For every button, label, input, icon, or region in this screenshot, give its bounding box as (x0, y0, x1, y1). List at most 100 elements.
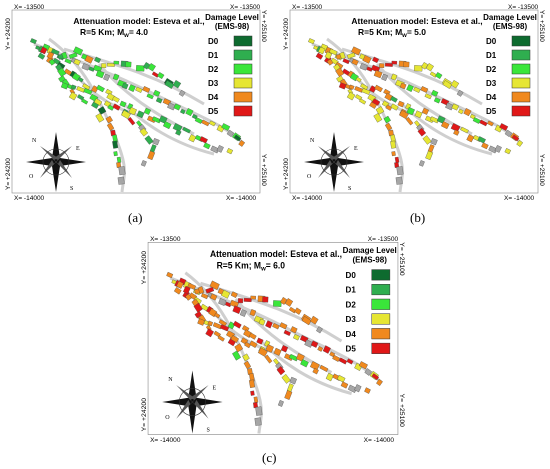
legend-label-d2: D2 (208, 65, 219, 74)
building-block (233, 134, 242, 142)
map-b-coord-top-right: X= -13500 (508, 4, 539, 11)
building-block (359, 63, 368, 71)
legend-swatch-d0 (511, 35, 531, 47)
building-block (217, 335, 225, 342)
building-block (209, 293, 218, 301)
building-block (81, 98, 89, 105)
legend-label-d4: D4 (346, 330, 357, 339)
building-block (152, 138, 160, 146)
map-b-compass-s: S (348, 186, 351, 192)
legend-label-d0: D0 (486, 37, 497, 46)
building-block (361, 87, 371, 95)
building-block (366, 66, 373, 72)
building-block (479, 119, 488, 127)
building-block (265, 320, 273, 329)
map-c-coord-left-top: Y= +24200 (141, 251, 148, 285)
building-block (257, 347, 268, 357)
legend-label-d3: D3 (346, 315, 357, 324)
building-block (399, 82, 407, 90)
building-block (93, 64, 103, 73)
building-block (155, 97, 163, 104)
building-block (376, 378, 383, 387)
building-block (280, 296, 288, 305)
building-block (281, 373, 291, 384)
building-block (144, 135, 154, 145)
map-c-compass-s: S (207, 427, 211, 433)
building-block (68, 91, 78, 101)
building-block (440, 121, 450, 130)
building-block (205, 328, 214, 338)
building-block (504, 148, 512, 155)
building-block (379, 63, 385, 68)
building-block (229, 299, 239, 308)
legend-label-d4: D4 (486, 93, 497, 102)
building-block (391, 151, 396, 157)
building-block (335, 67, 345, 77)
building-block (424, 93, 432, 100)
building-block (199, 136, 208, 144)
building-block (216, 145, 224, 153)
building-block (348, 84, 355, 90)
building-block (354, 384, 362, 393)
building-block (140, 160, 147, 167)
building-block (58, 75, 66, 83)
building-block (73, 46, 84, 56)
building-block (230, 291, 238, 298)
building-block (194, 117, 203, 124)
map-c-compass-o: O (165, 415, 170, 421)
building-block (162, 121, 172, 130)
map-a-coord-left-bottom: Y= +24200 (5, 158, 12, 190)
building-block (338, 357, 348, 365)
map-a-legend: Damage Level (EMS-98) D0 D1 D2 D3 D4 D5 (205, 13, 259, 117)
building-block (39, 46, 48, 55)
map-a-coord-right-bottom: Y= +25100 (260, 154, 267, 186)
building-block (95, 70, 105, 79)
building-block (390, 95, 398, 103)
building-block (504, 129, 513, 138)
building-block (180, 108, 186, 115)
building-block (201, 119, 210, 127)
map-c-coord-left-bottom: Y= +24200 (141, 398, 148, 432)
building-block (93, 98, 103, 106)
building-block (395, 176, 403, 185)
map-a-compass-rose-icon: N E O S (26, 132, 86, 192)
building-block (420, 86, 429, 93)
building-block (121, 82, 129, 90)
building-block (237, 298, 244, 304)
building-block (451, 103, 459, 111)
map-b-coord-bottom-left: X= -14000 (292, 195, 323, 202)
building-block (97, 106, 107, 115)
building-block (243, 297, 252, 303)
building-block (406, 106, 415, 116)
legend-swatch-d3 (233, 77, 253, 89)
map-c-legend: Damage Level (EMS-98) D0 D1 D2 D3 D4 D5 (343, 246, 397, 354)
building-block (205, 286, 215, 294)
map-c-coord-top-right: X= -13500 (368, 236, 399, 243)
building-block (265, 344, 274, 353)
building-block (420, 62, 429, 70)
building-block (172, 123, 183, 132)
building-block (234, 343, 244, 353)
building-block (91, 85, 99, 93)
building-block (309, 315, 319, 325)
map-b-coord-left-top: Y= +24200 (283, 18, 290, 50)
map-c-coord-bottom-right: X= -14000 (364, 437, 395, 444)
building-block (322, 345, 331, 354)
legend-swatch-d4 (511, 91, 531, 103)
building-block (284, 390, 293, 400)
building-block (421, 107, 429, 115)
building-block (397, 100, 405, 108)
building-block (425, 150, 434, 161)
building-block (336, 374, 346, 383)
building-block (256, 337, 264, 345)
building-block (101, 63, 107, 68)
building-block (371, 64, 381, 73)
building-block (48, 58, 56, 66)
building-block (172, 79, 182, 89)
map-a-compass-o: O (29, 174, 34, 180)
building-block (209, 120, 216, 127)
building-block (255, 406, 263, 416)
building-block (73, 58, 81, 66)
legend-swatch-d1 (233, 49, 253, 61)
building-block (273, 300, 282, 307)
